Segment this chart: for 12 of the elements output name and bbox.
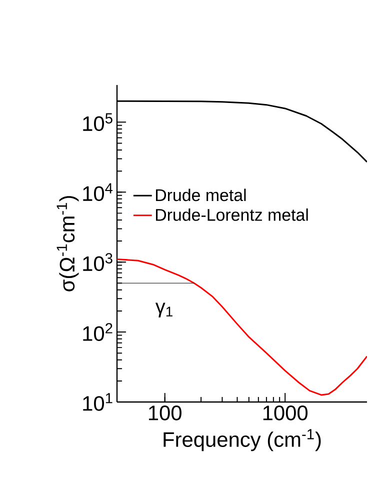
y-tick-label: 10$^{3}$ (83, 253, 112, 272)
y-tick-label: 10$^{4}$ (83, 183, 113, 202)
legend-label: Drude-Lorentz metal (156, 208, 308, 221)
x-tick-label: 100 (148, 406, 182, 420)
y-tick-label: 10$^{2}$ (83, 323, 112, 342)
annotation: γ$_{1}$ (155, 302, 172, 318)
x-axis-title: Frequency (cm$^{-1}$) (164, 429, 321, 452)
y-axis-title: σ(Ω$^{-1}$cm$^{-1}$) (56, 196, 79, 292)
y-tick-label: 10$^{1}$ (83, 393, 112, 411)
legend-label: Drude metal (156, 188, 246, 202)
y-tick-label: 10$^{5}$ (83, 113, 112, 132)
x-tick-label: 1000 (263, 406, 308, 420)
